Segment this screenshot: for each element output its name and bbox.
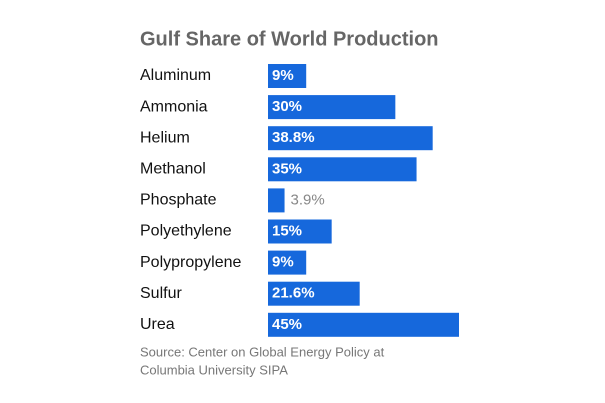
category-label: Phosphate — [140, 192, 217, 209]
bar — [268, 250, 307, 275]
category-label: Ammonia — [140, 98, 208, 115]
value-label: 9% — [272, 254, 294, 271]
value-label: 38.8% — [272, 129, 315, 146]
value-label: 21.6% — [272, 285, 315, 302]
bar — [268, 126, 433, 151]
source: Columbia University SIPA — [140, 362, 288, 377]
bar — [268, 157, 417, 182]
source: Source: Center on Global Energy Policy a… — [140, 344, 385, 359]
value-label: 9% — [272, 67, 294, 84]
category-label: Aluminum — [140, 67, 211, 84]
value-label: 3.9% — [291, 191, 325, 208]
value-label: 45% — [272, 316, 302, 333]
category-label: Polyethylene — [140, 223, 232, 240]
category-label: Helium — [140, 129, 190, 146]
category-label: Methanol — [140, 161, 206, 178]
value-label: 15% — [272, 222, 302, 239]
value-label: 35% — [272, 160, 302, 177]
category-label: Sulfur — [140, 285, 182, 302]
bar — [268, 188, 285, 213]
value-label: 30% — [272, 98, 302, 115]
bar — [268, 64, 307, 88]
bar — [268, 281, 360, 306]
bar — [268, 95, 396, 120]
bar — [268, 219, 332, 244]
bar — [268, 312, 459, 337]
category-label: Urea — [140, 316, 175, 333]
chart-title: Gulf Share of World Production — [140, 28, 439, 50]
category-label: Polypropylene — [140, 254, 242, 271]
